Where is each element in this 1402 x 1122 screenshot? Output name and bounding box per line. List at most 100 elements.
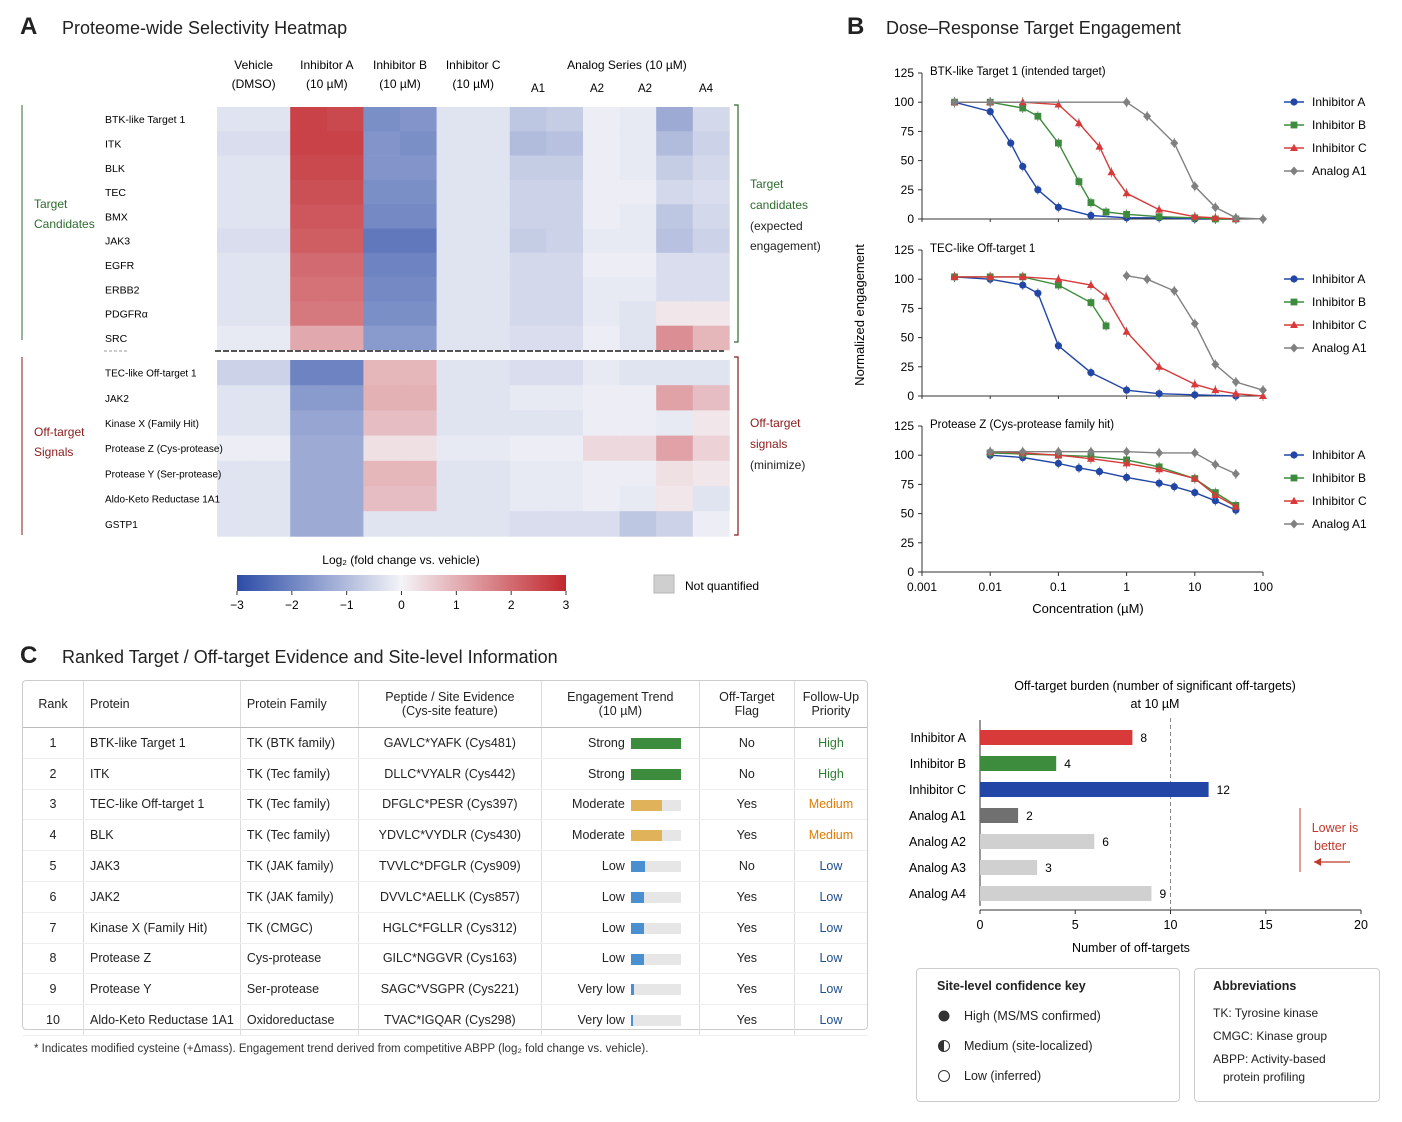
heatmap-cell <box>326 435 364 462</box>
target-right-l1: Target <box>750 177 784 191</box>
data-point <box>1190 181 1199 191</box>
burden-value-label: 6 <box>1102 835 1109 849</box>
cell-family: Oxidoreductase <box>239 1004 359 1036</box>
heatmap-cell <box>436 131 474 156</box>
trend-bar <box>630 861 681 873</box>
heatmap-cell <box>436 486 474 512</box>
low-confidence-icon <box>938 1070 950 1082</box>
cell-priority: High <box>793 758 867 790</box>
trend-bar-fill <box>630 738 681 750</box>
heatmap-cell <box>546 252 584 278</box>
heatmap-cell <box>363 301 401 326</box>
trend-bar <box>630 984 681 996</box>
heatmap-cell <box>656 360 694 386</box>
heatmap-cell <box>692 107 730 132</box>
heatmap-cell <box>546 155 584 181</box>
table-row: 3 TEC-like Off-target 1 TK (Tec family) DFG… <box>23 789 867 821</box>
data-point <box>1231 389 1240 397</box>
legend-marker <box>1290 496 1298 504</box>
heatmap-cell <box>546 204 584 229</box>
heatmap-cell <box>619 360 657 386</box>
cell-flag: Yes <box>698 943 795 975</box>
data-point <box>1190 319 1199 329</box>
heatmap-cell <box>253 204 291 229</box>
legend-label: Inhibitor B <box>1312 295 1366 309</box>
cell-peptide: YDVLC*VYDLR (Cys430) <box>357 819 542 852</box>
heatmap-cell <box>290 460 328 487</box>
off-right-l3: (minimize) <box>750 458 805 472</box>
heatmap-cell <box>363 204 401 229</box>
colorbar-tick-label: −3 <box>230 598 244 612</box>
cell-protein: BLK <box>83 819 241 852</box>
panel-a-title: Proteome-wide Selectivity Heatmap <box>62 18 348 38</box>
data-point <box>1074 119 1083 127</box>
burden-category-label: Analog A2 <box>909 835 966 849</box>
confidence-key-box: Site-level confidence key High (MS/MS co… <box>916 968 1180 1102</box>
heatmap-cell <box>217 179 254 205</box>
cell-trend: Very low <box>540 973 700 1006</box>
trend-bar-fill <box>630 953 644 965</box>
data-point <box>1259 391 1267 399</box>
data-point <box>1259 214 1267 224</box>
heatmap-cell <box>363 131 401 156</box>
data-point <box>950 97 959 107</box>
heatmap-cell <box>436 435 474 462</box>
data-point <box>986 447 995 457</box>
y-tick-label: 0 <box>907 212 914 226</box>
data-point <box>1034 186 1042 194</box>
cell-family: TK (BTK family) <box>239 727 359 759</box>
data-point <box>1143 274 1152 284</box>
heatmap-cell <box>509 325 547 351</box>
cell-flag: Yes <box>698 819 795 852</box>
y-tick-label: 125 <box>894 66 914 80</box>
heatmap-cell <box>692 179 730 205</box>
subplot-title: BTK-like Target 1 (intended target) <box>930 66 1106 78</box>
data-point <box>1190 448 1199 458</box>
heatmap-col-header: Inhibitor C <box>446 58 501 72</box>
burden-category-label: Inhibitor A <box>910 731 966 745</box>
heatmap: Vehicle (DMSO) Inhibitor A (10 µM) Inhibitor… <box>21 58 821 612</box>
cell-priority: Medium <box>793 819 867 852</box>
data-point <box>1086 447 1095 457</box>
data-point <box>1055 139 1062 147</box>
data-point <box>1122 189 1131 197</box>
heatmap-cell <box>509 460 547 487</box>
heatmap-cell <box>363 228 401 254</box>
cell-protein: Protease Z <box>83 943 241 975</box>
data-point <box>1086 454 1095 462</box>
heatmap-cell <box>473 179 511 205</box>
data-point <box>1211 497 1219 505</box>
table-row: 5 JAK3 TK (JAK family) TVVLC*DFGLR (Cys909)… <box>23 850 867 882</box>
burden-value-label: 9 <box>1159 887 1166 901</box>
heatmap-cell <box>400 252 437 278</box>
data-point <box>1190 474 1199 482</box>
heatmap-cell <box>656 385 694 411</box>
colorbar-tick-label: 2 <box>508 598 515 612</box>
y-tick-label: 50 <box>901 507 915 521</box>
heatmap-cell <box>363 360 401 386</box>
table-row: 7 Kinase X (Family Hit) TK (CMGC) HGLC*FGLL… <box>23 912 867 944</box>
heatmap-row-label: Aldo-Keto Reductase 1A1 <box>105 495 221 506</box>
subplot-title: TEC-like Off-target 1 <box>930 243 1035 255</box>
heatmap-cell <box>363 486 401 512</box>
heatmap-cell <box>363 410 401 436</box>
data-point <box>1231 213 1240 223</box>
data-point <box>1143 111 1152 121</box>
cell-flag: Yes <box>698 973 795 1006</box>
heatmap-cell <box>583 460 620 487</box>
heatmap-cell <box>619 277 657 302</box>
heatmap-cell <box>583 277 620 302</box>
heatmap-cell <box>253 155 291 181</box>
confidence-key-title: Site-level confidence key <box>937 979 1086 993</box>
heatmap-cell <box>326 385 364 411</box>
heatmap-cell <box>509 410 547 436</box>
y-tick-label: 100 <box>894 448 914 462</box>
heatmap-cell <box>217 131 254 156</box>
trend-bar-fill <box>630 830 662 842</box>
data-point <box>1190 212 1199 220</box>
heatmap-cell <box>619 107 657 132</box>
heatmap-cell <box>692 228 730 254</box>
heatmap-cell <box>619 511 657 537</box>
heatmap-cell <box>583 301 620 326</box>
trend-bar <box>630 922 681 934</box>
